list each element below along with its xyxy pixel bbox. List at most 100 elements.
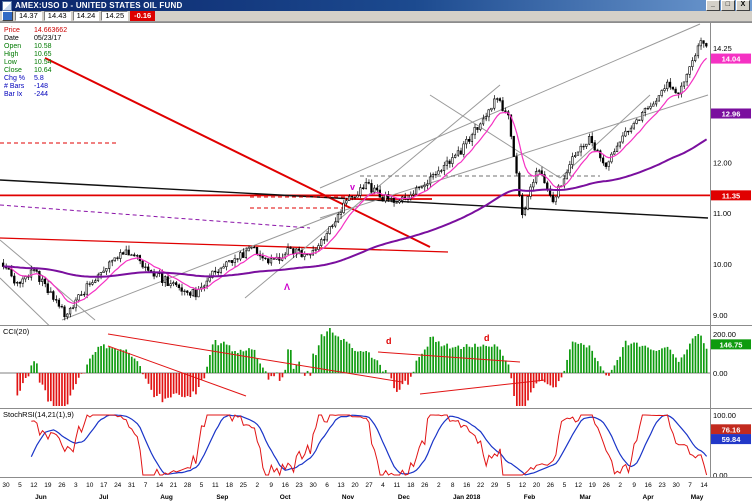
maximize-button[interactable]: □ [721, 0, 735, 11]
x-month: Feb [524, 494, 536, 501]
indicator-label-stochrsi: StochRSI(14,21(1),9) [3, 410, 74, 419]
x-tick: 19 [589, 482, 597, 489]
titlebar[interactable]: AMEX:USO D - UNITED STATES OIL FUND _ □ … [0, 0, 752, 11]
axis-badge-text: 76.16 [722, 425, 741, 434]
price-panel: vΛ [0, 23, 710, 325]
trendline [61, 211, 341, 321]
x-tick: 30 [2, 482, 10, 489]
x-tick: 28 [184, 482, 192, 489]
x-tick: 22 [477, 482, 485, 489]
axis-label: 0.00 [713, 471, 728, 480]
axis-label: 14.25 [713, 44, 732, 53]
cci-trendline [377, 351, 521, 363]
x-month: Jul [99, 494, 109, 501]
x-tick: 5 [563, 482, 567, 489]
x-tick: 29 [491, 482, 499, 489]
candlestick-series [1, 37, 708, 321]
x-month: Mar [580, 494, 592, 501]
x-tick: 23 [296, 482, 304, 489]
trendline [319, 23, 701, 189]
x-tick: 9 [632, 482, 636, 489]
trendline [559, 94, 651, 179]
axis-label: 12.00 [713, 158, 732, 167]
x-month: Nov [342, 494, 355, 501]
x-tick: 16 [282, 482, 290, 489]
x-tick: 10 [86, 482, 94, 489]
axis-label: 100.00 [713, 411, 736, 420]
x-month: Apr [643, 494, 655, 501]
chart-canvas[interactable]: vΛd dCCI(20)StochRSI(14,21(1),9)14.2514.0… [0, 22, 752, 503]
x-tick: 12 [30, 482, 38, 489]
axis-badge-text: 14.04 [722, 55, 742, 64]
cci-annotation: d [386, 336, 392, 346]
window-controls: _ □ X [706, 0, 750, 11]
x-tick: 20 [351, 482, 359, 489]
stochrsi-slow-line [30, 414, 708, 476]
dashed-line [0, 204, 311, 229]
quote-field-low: 14.24 [72, 11, 100, 21]
axis-badge [711, 190, 751, 201]
x-tick: 16 [645, 482, 653, 489]
x-tick: 18 [407, 482, 415, 489]
x-tick: 26 [547, 482, 555, 489]
x-tick: 14 [700, 482, 708, 489]
axis-badge [711, 108, 751, 119]
x-tick: 14 [156, 482, 164, 489]
stochrsi-fast-line [31, 414, 708, 477]
quote-field-high: 14.43 [43, 11, 71, 21]
close-button[interactable]: X [736, 0, 750, 11]
cci-annotation: d [484, 333, 490, 343]
trendline [429, 94, 561, 179]
x-tick: 6 [325, 482, 329, 489]
quote-field-open: 14.37 [15, 11, 42, 21]
x-tick: 2 [437, 482, 441, 489]
app-icon [2, 0, 12, 11]
minimize-button[interactable]: _ [706, 0, 720, 11]
axis-label: 9.00 [713, 311, 728, 320]
x-tick: 17 [100, 482, 108, 489]
axis-badge [711, 434, 751, 445]
chart-settings-icon[interactable] [2, 11, 13, 21]
x-month: May [691, 494, 704, 501]
x-tick: 8 [451, 482, 455, 489]
axis-badge-text: 11.35 [722, 191, 740, 200]
quote-field-last: 14.25 [101, 11, 129, 21]
x-tick: 4 [381, 482, 385, 489]
x-tick: 31 [128, 482, 136, 489]
quote-change-badge: -0.16 [130, 11, 156, 21]
x-tick: 23 [659, 482, 667, 489]
x-tick: 3 [74, 482, 78, 489]
wave-annotation: v [350, 182, 355, 192]
x-tick: 2 [618, 482, 622, 489]
x-tick: 11 [394, 482, 401, 489]
x-tick: 9 [269, 482, 273, 489]
wave-annotation: Λ [284, 282, 290, 292]
ma-slow-line [3, 138, 708, 278]
stochrsi-panel [30, 414, 708, 477]
x-tick: 12 [519, 482, 527, 489]
x-tick: 5 [18, 482, 22, 489]
x-month: Jan 2018 [453, 494, 481, 501]
x-month: Aug [160, 494, 173, 501]
axis-badge-text: 146.75 [720, 340, 743, 349]
x-tick: 26 [603, 482, 611, 489]
x-tick: 2 [255, 482, 259, 489]
window-title: AMEX:USO D - UNITED STATES OIL FUND [15, 1, 183, 10]
x-tick: 11 [212, 482, 219, 489]
x-month: Sep [216, 494, 228, 501]
x-month: Dec [398, 494, 410, 501]
trendline [0, 237, 449, 253]
quote-toolbar: 14.37 14.43 14.24 14.25 -0.16 [0, 11, 752, 22]
x-tick: 24 [114, 482, 122, 489]
trendline [44, 57, 431, 248]
x-tick: 7 [144, 482, 148, 489]
x-month: Jun [35, 494, 47, 501]
x-tick: 30 [310, 482, 318, 489]
ma-fast-line [3, 57, 708, 305]
cci-trendline [419, 379, 546, 395]
x-tick: 16 [463, 482, 471, 489]
axis-badge [711, 339, 751, 350]
x-tick: 26 [58, 482, 66, 489]
